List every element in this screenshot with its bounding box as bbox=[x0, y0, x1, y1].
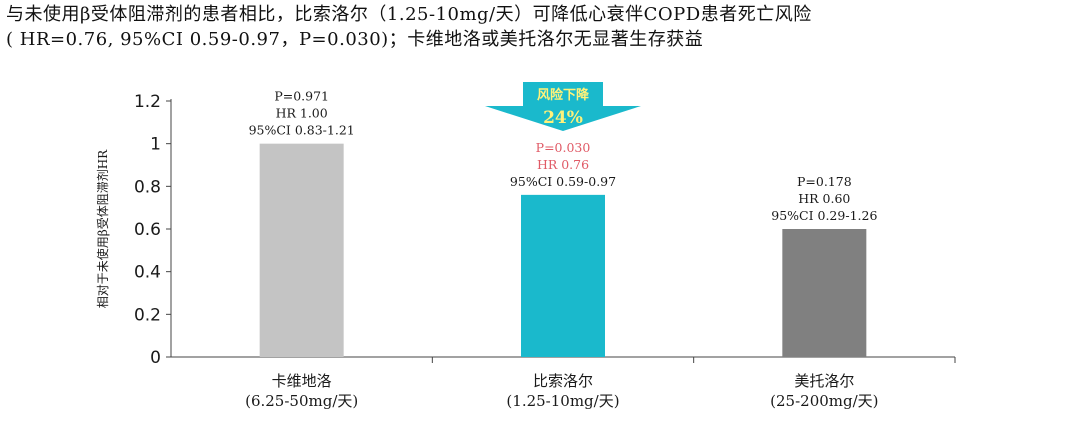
annotation-ci: 95%CI 0.59-0.97 bbox=[510, 174, 616, 189]
annotation-p-value: P=0.971 bbox=[274, 89, 329, 104]
y-tick-label: 0.8 bbox=[134, 177, 161, 197]
x-category-label: 美托洛尔 bbox=[794, 372, 854, 390]
annotation-p-value: P=0.178 bbox=[797, 174, 852, 189]
x-category-label: 比索洛尔 bbox=[533, 372, 593, 390]
chart-title: 与未使用β受体阻滞剂的患者相比，比索洛尔（1.25-10mg/天）可降低心衰伴C… bbox=[6, 2, 1076, 52]
risk-reduction-arrow bbox=[485, 82, 641, 131]
annotation-hr: HR 0.76 bbox=[537, 157, 589, 172]
bar bbox=[782, 229, 867, 357]
annotation-hr: HR 1.00 bbox=[276, 106, 328, 121]
x-category-dose-label: (25-200mg/天) bbox=[770, 392, 878, 410]
x-category-dose-label: (1.25-10mg/天) bbox=[506, 392, 619, 410]
annotation-ci: 95%CI 0.29-1.26 bbox=[771, 208, 877, 223]
annotation-ci: 95%CI 0.83-1.21 bbox=[249, 123, 355, 138]
y-axis-label: 相对于未使用β受体阻滞剂HR bbox=[95, 149, 110, 308]
title-line-2: ( HR=0.76, 95%CI 0.59-0.97，P=0.030)；卡维地洛… bbox=[6, 29, 704, 50]
title-line-1: 与未使用β受体阻滞剂的患者相比，比索洛尔（1.25-10mg/天）可降低心衰伴C… bbox=[6, 4, 812, 25]
annotation-hr: HR 0.60 bbox=[798, 191, 850, 206]
bar bbox=[521, 194, 605, 357]
y-tick-label: 1 bbox=[150, 135, 161, 155]
y-tick-label: 0.2 bbox=[134, 305, 161, 325]
arrow-percentage: 24% bbox=[543, 108, 583, 128]
arrow-label: 风险下降 bbox=[537, 87, 590, 103]
annotation-p-value: P=0.030 bbox=[536, 140, 591, 155]
y-tick-label: 0.6 bbox=[134, 220, 161, 240]
x-category-label: 卡维地洛 bbox=[272, 372, 332, 390]
y-tick-label: 0.4 bbox=[134, 263, 161, 283]
y-tick-label: 0 bbox=[150, 348, 161, 368]
bar bbox=[259, 143, 344, 357]
x-category-dose-label: (6.25-50mg/天) bbox=[245, 392, 358, 410]
y-tick-label: 1.2 bbox=[134, 92, 161, 112]
